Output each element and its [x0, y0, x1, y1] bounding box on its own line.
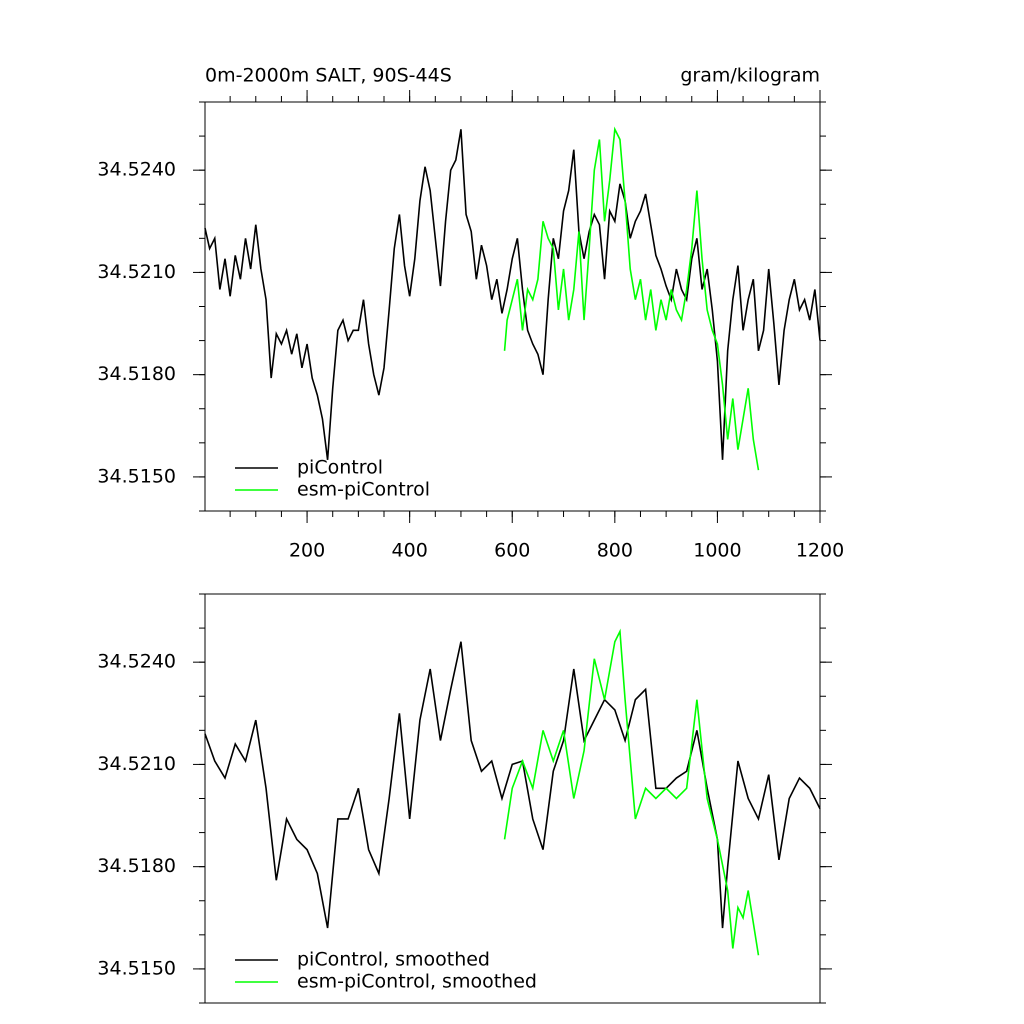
- y-tick-label: 34.5150: [97, 957, 176, 979]
- legend-label: esm-piControl, smoothed: [297, 971, 537, 993]
- y-tick-label: 34.5210: [97, 753, 176, 775]
- data-line: [503, 126, 760, 471]
- y-tick-label: 34.5240: [97, 159, 176, 181]
- y-tick-label: 34.5180: [97, 855, 176, 877]
- legend-label: esm-piControl: [297, 479, 430, 501]
- units-label: gram/kilogram: [680, 65, 820, 87]
- x-tick-label: 400: [392, 540, 428, 562]
- chart-title: 0m-2000m SALT, 90S-44S: [205, 65, 452, 87]
- x-tick-label: 600: [494, 540, 530, 562]
- legend-label: piControl: [297, 457, 383, 479]
- plot-frame: [204, 101, 821, 512]
- data-line: [204, 641, 821, 929]
- x-tick-label: 1000: [693, 540, 741, 562]
- plot-frame: [204, 593, 821, 1004]
- data-line: [503, 628, 760, 956]
- y-tick-label: 34.5180: [97, 363, 176, 385]
- y-tick-label: 34.5210: [97, 261, 176, 283]
- y-tick-label: 34.5240: [97, 651, 176, 673]
- x-tick-label: 800: [597, 540, 633, 562]
- x-tick-label: 1200: [796, 540, 844, 562]
- data-line: [204, 129, 821, 460]
- y-tick-label: 34.5150: [97, 465, 176, 487]
- legend-label: piControl, smoothed: [297, 949, 490, 971]
- x-tick-label: 200: [289, 540, 325, 562]
